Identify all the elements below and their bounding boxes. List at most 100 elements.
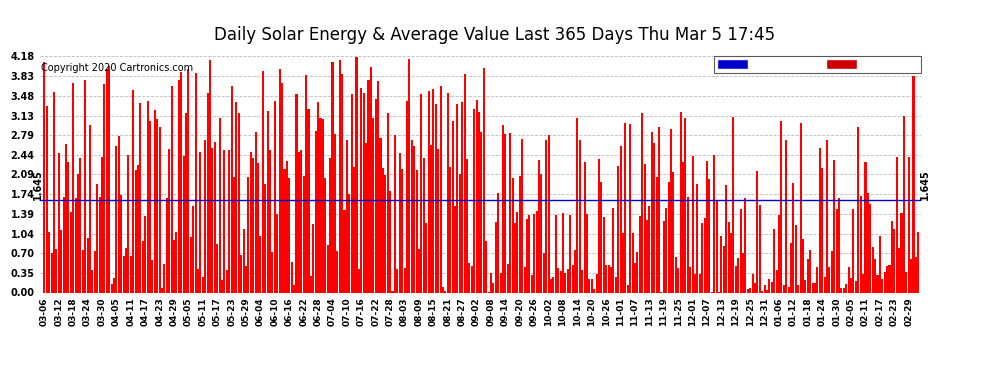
Bar: [842, 288, 844, 292]
Bar: [864, 162, 866, 292]
Bar: [142, 241, 144, 292]
Bar: [147, 101, 148, 292]
Bar: [778, 215, 780, 292]
Bar: [317, 102, 319, 292]
Bar: [55, 249, 57, 292]
Bar: [543, 253, 545, 292]
Bar: [817, 267, 819, 292]
Bar: [438, 149, 440, 292]
Bar: [274, 102, 276, 292]
Bar: [667, 182, 669, 292]
Bar: [763, 285, 765, 292]
Bar: [470, 266, 473, 292]
Bar: [541, 174, 543, 292]
Bar: [168, 149, 170, 292]
Bar: [226, 270, 228, 292]
Bar: [137, 165, 139, 292]
Bar: [744, 198, 746, 292]
Bar: [648, 206, 650, 292]
Bar: [908, 157, 910, 292]
Bar: [350, 94, 352, 292]
Bar: [173, 240, 175, 292]
Bar: [308, 110, 310, 292]
Bar: [391, 291, 394, 292]
Bar: [440, 86, 442, 292]
Bar: [389, 190, 391, 292]
Bar: [475, 100, 477, 292]
Bar: [103, 84, 106, 292]
Bar: [406, 101, 408, 292]
Bar: [334, 134, 336, 292]
Bar: [262, 71, 264, 292]
Bar: [384, 175, 386, 292]
Bar: [792, 183, 795, 292]
Bar: [101, 157, 103, 292]
Bar: [418, 249, 420, 292]
Bar: [696, 184, 698, 292]
Bar: [797, 285, 799, 292]
Bar: [399, 153, 401, 292]
Bar: [905, 272, 907, 292]
Bar: [766, 290, 768, 292]
Bar: [77, 174, 79, 292]
Bar: [517, 212, 519, 292]
Bar: [456, 104, 458, 292]
Bar: [113, 278, 115, 292]
Bar: [559, 271, 561, 292]
Bar: [202, 277, 204, 292]
Bar: [675, 257, 677, 292]
Bar: [699, 273, 701, 292]
Bar: [620, 146, 622, 292]
Bar: [502, 126, 504, 292]
Bar: [478, 112, 480, 292]
Bar: [180, 72, 182, 292]
Bar: [726, 185, 728, 292]
Bar: [847, 267, 849, 292]
Bar: [632, 234, 634, 292]
Bar: [337, 251, 339, 292]
Bar: [783, 285, 785, 292]
Bar: [824, 278, 826, 292]
Bar: [536, 211, 538, 292]
Bar: [322, 119, 324, 292]
Bar: [254, 132, 256, 292]
Bar: [209, 60, 211, 292]
Bar: [293, 285, 295, 292]
Bar: [53, 92, 55, 292]
Bar: [133, 90, 135, 292]
Bar: [298, 152, 300, 292]
Bar: [96, 184, 98, 292]
Bar: [574, 251, 576, 292]
Bar: [387, 112, 389, 292]
Bar: [241, 255, 243, 292]
Bar: [740, 209, 742, 292]
Bar: [751, 274, 753, 292]
Bar: [709, 179, 711, 292]
Bar: [504, 134, 506, 292]
Bar: [365, 143, 367, 292]
Bar: [538, 160, 540, 292]
Bar: [845, 285, 847, 292]
Bar: [248, 177, 249, 292]
Bar: [125, 248, 127, 292]
Bar: [128, 155, 130, 292]
Bar: [884, 272, 886, 292]
Bar: [879, 236, 881, 292]
Bar: [473, 108, 475, 292]
Bar: [588, 279, 590, 292]
Bar: [775, 270, 778, 292]
Bar: [896, 158, 898, 292]
Bar: [413, 146, 415, 292]
Bar: [514, 223, 516, 292]
Bar: [74, 198, 76, 292]
Bar: [662, 220, 665, 292]
Bar: [49, 232, 50, 292]
Bar: [212, 148, 214, 292]
Bar: [327, 245, 329, 292]
Bar: [716, 201, 718, 292]
Bar: [106, 69, 108, 292]
Bar: [637, 252, 639, 292]
Bar: [111, 284, 113, 292]
Bar: [62, 197, 64, 292]
Bar: [339, 60, 341, 292]
